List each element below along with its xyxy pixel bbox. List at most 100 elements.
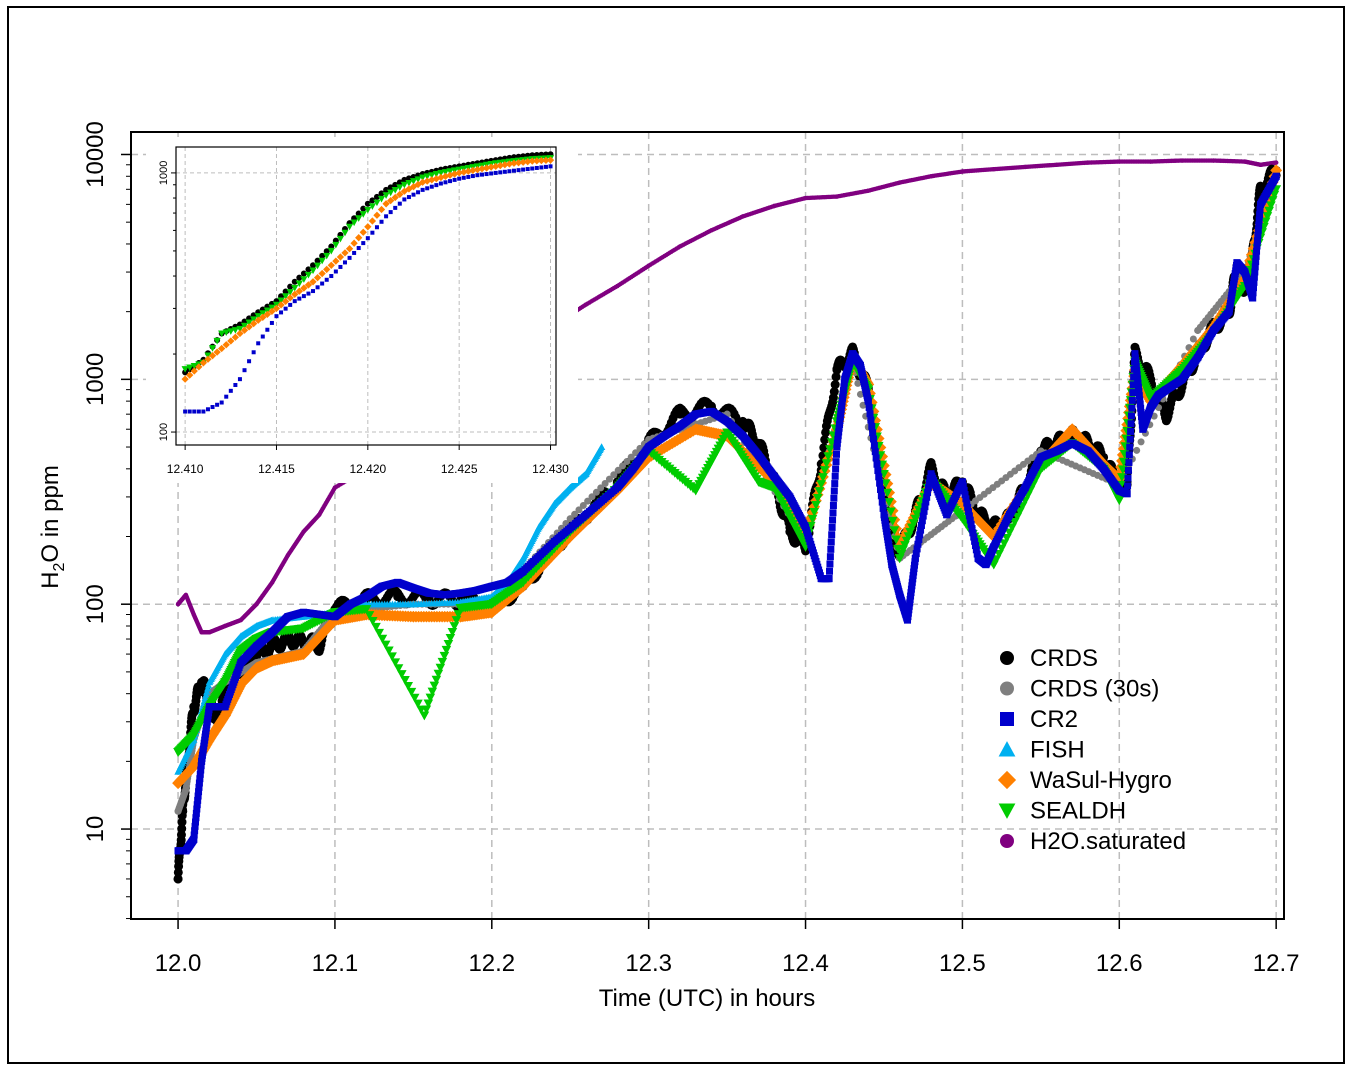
data-point	[1117, 159, 1122, 164]
data-point	[928, 174, 934, 179]
data-point	[1117, 473, 1127, 482]
data-point	[575, 506, 583, 514]
data-point	[1273, 160, 1279, 165]
data-point	[807, 514, 818, 524]
data-point	[812, 494, 823, 503]
data-point	[646, 263, 651, 268]
data-point	[879, 469, 889, 479]
data-point	[690, 486, 701, 496]
data-point	[803, 195, 808, 201]
data-point	[889, 526, 900, 535]
data-point	[854, 379, 862, 387]
data-point	[364, 611, 375, 620]
data-point	[190, 831, 198, 839]
data-point	[449, 622, 460, 631]
data-point	[174, 768, 182, 775]
data-point	[205, 678, 214, 686]
data-point	[886, 507, 896, 517]
data-point	[588, 493, 596, 501]
data-point	[221, 650, 229, 658]
data-point	[677, 244, 683, 249]
data-point	[172, 777, 184, 790]
data-point	[195, 788, 203, 796]
data-point	[447, 628, 458, 637]
data-point	[871, 423, 883, 436]
data-point	[689, 423, 702, 436]
data-point	[887, 516, 898, 526]
data-point	[1085, 160, 1091, 165]
data-point	[437, 657, 448, 667]
data-point	[193, 801, 201, 809]
data-point	[197, 677, 207, 687]
data-point	[605, 475, 613, 483]
data-point	[1177, 366, 1187, 375]
data-point	[597, 484, 605, 492]
data-point	[409, 600, 417, 608]
data-point	[826, 560, 834, 568]
data-point	[207, 630, 212, 635]
data-point	[194, 792, 202, 800]
data-point	[811, 501, 821, 510]
data-point	[960, 169, 965, 174]
data-point	[236, 646, 246, 656]
data-point	[831, 372, 841, 382]
data-point	[406, 687, 417, 697]
data-point	[413, 699, 423, 709]
data-point	[403, 681, 414, 691]
data-point	[584, 497, 592, 505]
data-point	[821, 459, 832, 469]
data-point	[191, 827, 199, 835]
data-point	[738, 416, 748, 426]
data-point	[182, 785, 190, 793]
data-point	[175, 602, 181, 607]
data-point	[829, 387, 839, 397]
data-point	[1114, 467, 1127, 479]
data-point	[173, 748, 183, 757]
data-point	[550, 500, 559, 507]
data-point	[891, 535, 901, 545]
data-point	[173, 874, 183, 884]
data-point	[823, 452, 834, 462]
data-point	[443, 639, 454, 649]
data-point	[177, 817, 187, 827]
data-point	[785, 527, 795, 537]
data-point	[267, 641, 277, 651]
data-point	[809, 507, 820, 517]
data-point	[771, 203, 777, 209]
data-point	[192, 809, 200, 817]
data-point	[826, 553, 834, 561]
data-point	[829, 516, 837, 524]
data-point	[592, 488, 600, 496]
data-point	[174, 807, 182, 815]
data-point	[317, 512, 322, 517]
data-point	[957, 514, 968, 524]
data-point	[387, 652, 397, 662]
data-point	[393, 592, 403, 602]
data-point	[894, 554, 905, 564]
data-point	[627, 453, 635, 461]
data-point	[429, 681, 440, 691]
data-point	[814, 487, 825, 496]
data-point	[874, 441, 887, 454]
data-point	[222, 623, 228, 629]
data-point	[407, 610, 420, 623]
data-point	[1054, 162, 1059, 167]
data-point	[819, 466, 830, 475]
data-point	[194, 796, 202, 804]
series-layer	[172, 158, 1283, 884]
data-point	[828, 531, 836, 539]
data-point	[753, 477, 764, 487]
data-point	[268, 616, 276, 624]
data-point	[431, 675, 442, 685]
data-point	[419, 711, 430, 721]
data-point	[196, 775, 204, 783]
data-point	[197, 762, 205, 770]
data-point	[199, 630, 204, 635]
data-point	[441, 645, 452, 655]
data-point	[195, 783, 203, 791]
data-point	[808, 500, 821, 513]
data-point	[435, 663, 446, 673]
data-point	[571, 510, 579, 518]
data-point	[455, 604, 466, 613]
data-point	[1211, 158, 1216, 163]
